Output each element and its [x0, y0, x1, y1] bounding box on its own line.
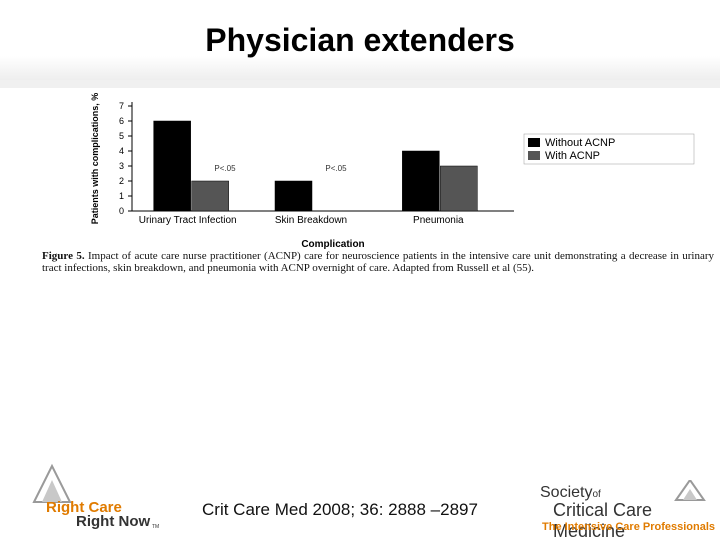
- sccm-logo-mark: [674, 480, 706, 501]
- sccm-society-word: Society: [540, 484, 593, 501]
- y-axis-label: Patients with complications, %: [90, 93, 100, 225]
- legend-box: [523, 133, 695, 165]
- sccm-of-word: of: [592, 489, 601, 500]
- right-care-logo: Right Care Right Now TM: [32, 463, 159, 530]
- y-tick-label: 7: [119, 101, 124, 111]
- caption-label: Figure 5.: [42, 250, 85, 262]
- y-tick-label: 5: [119, 131, 124, 141]
- y-tick-label: 4: [119, 146, 124, 156]
- bar-without-acnp: [153, 120, 191, 212]
- figure-caption: Figure 5. Impact of acute care nurse pra…: [42, 250, 714, 274]
- legend-label: Without ACNP: [545, 137, 615, 149]
- x-axis-label: Complication: [301, 239, 364, 250]
- x-tick-label: Skin Breakdown: [275, 215, 347, 226]
- chart-bars: [153, 120, 478, 212]
- logo-triangle-inner: [42, 480, 62, 502]
- bar-without-acnp: [274, 180, 313, 212]
- y-tick-label: 2: [119, 176, 124, 186]
- bar-without-acnp: [402, 150, 440, 212]
- logo-right-now-text: Right Now: [76, 513, 150, 530]
- p-value-annotation: P<.05: [214, 164, 236, 173]
- logo-tm-text: TM: [152, 524, 159, 530]
- sccm-society-text: Societyof: [540, 484, 601, 502]
- sccm-tagline-text: The Intensive Care Professionals: [542, 521, 716, 533]
- slide-title: Physician extenders: [205, 22, 515, 58]
- y-tick-label: 3: [119, 161, 124, 171]
- citation: Crit Care Med 2008; 36: 2888 –2897: [202, 500, 478, 519]
- title-divider: [0, 80, 720, 88]
- sccm-triangle-inner: [683, 489, 697, 500]
- legend-swatch: [528, 138, 540, 147]
- figure-panel: 0 1 2 3 4 5 6 7 Patients with complications, % C…: [30, 92, 720, 288]
- x-tick-label: Urinary Tract Infection: [139, 215, 237, 226]
- y-tick-label: 1: [119, 191, 124, 201]
- sccm-name-text: Critical Care Medicine: [553, 500, 653, 541]
- legend-label: With ACNP: [545, 150, 600, 162]
- bar-with-acnp: [191, 180, 229, 212]
- p-value-annotation: P<.05: [325, 164, 347, 173]
- bar-chart: 0 1 2 3 4 5 6 7 Patients with complications, % C…: [90, 93, 695, 250]
- title-band: [0, 0, 720, 80]
- y-tick-label: 0: [119, 206, 124, 216]
- logo-right-care-text: Right Care: [46, 499, 122, 516]
- legend-swatch: [528, 151, 540, 160]
- x-tick-label: Pneumonia: [413, 215, 464, 226]
- y-tick-label: 6: [119, 116, 124, 126]
- chart-labels: Patients with complications, % Complicati…: [90, 93, 464, 250]
- caption-text: Impact of acute care nurse practitioner …: [42, 250, 715, 274]
- bar-with-acnp: [440, 165, 478, 212]
